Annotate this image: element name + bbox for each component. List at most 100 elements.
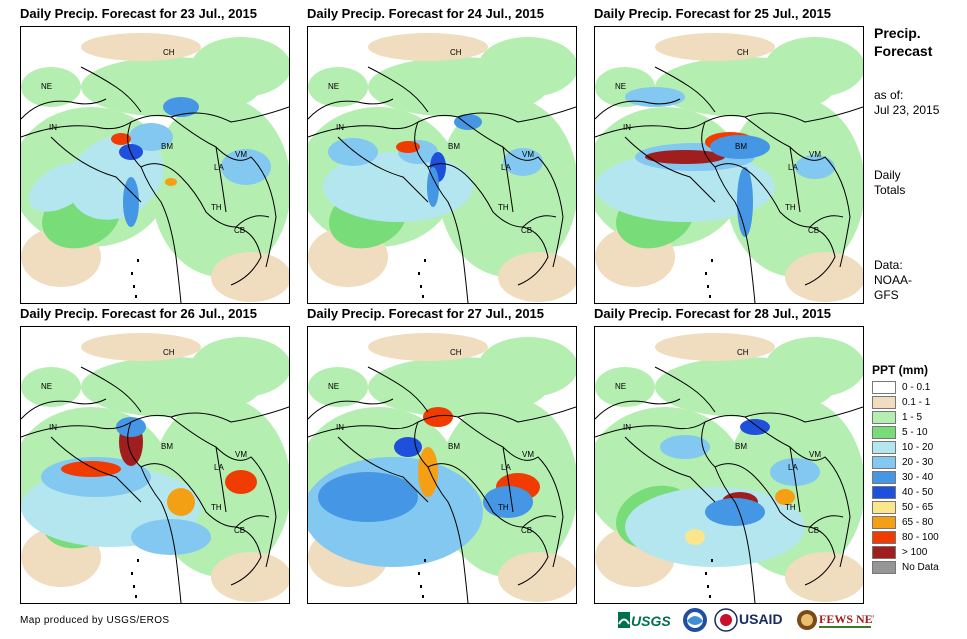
- country-border: [427, 463, 549, 586]
- island: [424, 259, 426, 262]
- country-label-bm: BM: [161, 442, 173, 451]
- country-label-ch: CH: [450, 348, 462, 357]
- legend-label: 40 - 50: [902, 487, 934, 498]
- legend-swatch: [872, 531, 896, 544]
- legend-item: 0.1 - 1: [872, 395, 964, 410]
- legend-rows: 0 - 0.1 0.1 - 1 1 - 5 5 - 10 10 - 20 20 - 30 3…: [872, 380, 964, 575]
- island: [133, 285, 135, 288]
- legend-label: 5 - 10: [902, 427, 928, 438]
- island: [137, 559, 139, 562]
- precip-area: [163, 97, 199, 117]
- country-label-vm: VM: [235, 450, 247, 459]
- precip-area: [595, 367, 655, 407]
- forecast-panel-jul27: Daily Precip. Forecast for 27 Jul., 2015…: [307, 306, 577, 604]
- precip-area: [655, 33, 775, 61]
- precip-area: [595, 152, 775, 222]
- legend-item: 0 - 0.1: [872, 380, 964, 395]
- legend-item: 80 - 100: [872, 530, 964, 545]
- precip-area: [438, 97, 576, 277]
- island: [135, 295, 137, 298]
- precip-area: [61, 461, 121, 477]
- precip-area: [111, 133, 131, 145]
- island: [135, 595, 137, 598]
- precip-area: [660, 435, 710, 459]
- country-border: [809, 215, 844, 228]
- country-border: [701, 421, 756, 603]
- precip-area: [394, 437, 422, 457]
- country-label-la: LA: [501, 163, 511, 172]
- country-border: [744, 116, 851, 268]
- country-border: [427, 163, 549, 286]
- legend-label: 30 - 40: [902, 472, 934, 483]
- country-label-vm: VM: [522, 450, 534, 459]
- country-border: [215, 446, 227, 513]
- data-source-line3: GFS: [874, 288, 899, 302]
- country-border: [367, 66, 429, 113]
- legend-swatch: [872, 381, 896, 394]
- legend-label: > 100: [902, 547, 928, 558]
- country-label-cb: CB: [808, 526, 819, 535]
- country-label-bm: BM: [161, 142, 173, 151]
- country-border: [308, 106, 576, 138]
- country-label-ch: CH: [737, 48, 749, 57]
- country-label-in: IN: [623, 423, 631, 432]
- precip-area: [165, 178, 177, 186]
- country-label-cb: CB: [808, 226, 819, 235]
- panel-title: Daily Precip. Forecast for 27 Jul., 2015: [307, 306, 545, 321]
- legend-swatch: [872, 501, 896, 514]
- legend-swatch: [872, 426, 896, 439]
- legend-label: 50 - 65: [902, 502, 934, 513]
- precip-area: [221, 149, 271, 185]
- country-border: [789, 146, 801, 213]
- country-label-la: LA: [788, 463, 798, 472]
- island: [711, 259, 713, 262]
- legend-item: 40 - 50: [872, 485, 964, 500]
- precip-area: [116, 417, 146, 437]
- country-border: [624, 136, 716, 203]
- country-label-ch: CH: [450, 48, 462, 57]
- legend-swatch: [872, 471, 896, 484]
- country-label-bm: BM: [448, 442, 460, 451]
- panel-title: Daily Precip. Forecast for 26 Jul., 2015: [20, 306, 258, 321]
- legend-title: PPT (mm): [872, 363, 929, 377]
- country-label-th: TH: [785, 503, 796, 512]
- precip-area: [498, 252, 576, 302]
- country-label-th: TH: [498, 203, 509, 212]
- country-border: [522, 515, 557, 528]
- precip-area: [81, 333, 201, 361]
- precip-area: [129, 123, 173, 151]
- country-label-ne: NE: [615, 382, 626, 391]
- country-label-vm: VM: [809, 150, 821, 159]
- precip-area: [123, 177, 139, 227]
- country-label-in: IN: [49, 423, 57, 432]
- forecast-panel-jul24: Daily Precip. Forecast for 24 Jul., 2015…: [307, 6, 577, 304]
- island: [711, 559, 713, 562]
- country-border: [215, 146, 227, 213]
- island: [709, 295, 711, 298]
- country-label-ch: CH: [163, 348, 175, 357]
- precip-area: [81, 33, 201, 61]
- precip-area: [795, 155, 835, 179]
- precip-area: [705, 498, 765, 526]
- precip-map: CH NE IN BM LA VM TH CB: [594, 326, 864, 604]
- country-border: [654, 366, 716, 413]
- logo-strip: USGS USAID FEWS NET: [618, 604, 880, 636]
- usaid-logo-text: USAID: [739, 611, 783, 627]
- country-label-cb: CB: [234, 526, 245, 535]
- country-border: [744, 416, 851, 568]
- country-border: [127, 121, 182, 303]
- country-border: [50, 136, 142, 203]
- daily-totals-line1: Daily: [874, 168, 901, 182]
- island: [418, 572, 420, 575]
- legend-swatch: [872, 411, 896, 424]
- forecast-panel-jul23: Daily Precip. Forecast for 23 Jul., 2015…: [20, 6, 290, 304]
- country-border: [21, 406, 289, 438]
- country-border: [80, 366, 142, 413]
- country-label-bm: BM: [735, 142, 747, 151]
- country-border: [457, 416, 564, 568]
- island: [422, 295, 424, 298]
- usaid-logo: USAID: [714, 607, 790, 633]
- country-label-ch: CH: [737, 348, 749, 357]
- country-label-ne: NE: [41, 382, 52, 391]
- island: [424, 559, 426, 562]
